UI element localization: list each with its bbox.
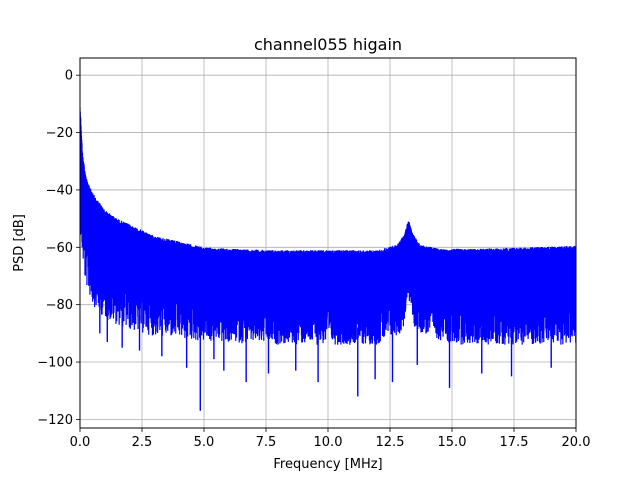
x-tick-label: 0.0 bbox=[70, 435, 91, 450]
y-tick-label: −80 bbox=[46, 298, 73, 313]
grid bbox=[79, 58, 577, 428]
y-tick-label: −40 bbox=[46, 183, 73, 198]
x-axis: 0.0 2.5 5.0 7.5 10.0 12.5 15.0 17.5 20.0 bbox=[70, 428, 591, 450]
x-tick-label: 7.5 bbox=[256, 435, 277, 450]
chart-title: channel055 higain bbox=[254, 35, 402, 54]
y-tick-label: −120 bbox=[37, 413, 73, 428]
x-tick-label: 2.5 bbox=[132, 435, 153, 450]
y-axis-label: PSD [dB] bbox=[12, 214, 27, 272]
series-layer bbox=[80, 107, 576, 411]
y-tick-label: −100 bbox=[37, 356, 73, 371]
psd-series-line bbox=[80, 107, 576, 345]
x-tick-label: 12.5 bbox=[376, 435, 405, 450]
y-tick-label: 0 bbox=[65, 69, 73, 84]
y-tick-label: −20 bbox=[46, 126, 73, 141]
x-tick-label: 5.0 bbox=[194, 435, 215, 450]
y-axis: 0 −20 −40 −60 −80 −100 −120 bbox=[37, 69, 80, 428]
x-tick-label: 15.0 bbox=[438, 435, 467, 450]
x-axis-label: Frequency [MHz] bbox=[273, 457, 382, 472]
y-tick-label: −60 bbox=[46, 241, 73, 256]
x-tick-label: 20.0 bbox=[562, 435, 591, 450]
x-tick-label: 17.5 bbox=[500, 435, 529, 450]
x-tick-label: 10.0 bbox=[314, 435, 343, 450]
